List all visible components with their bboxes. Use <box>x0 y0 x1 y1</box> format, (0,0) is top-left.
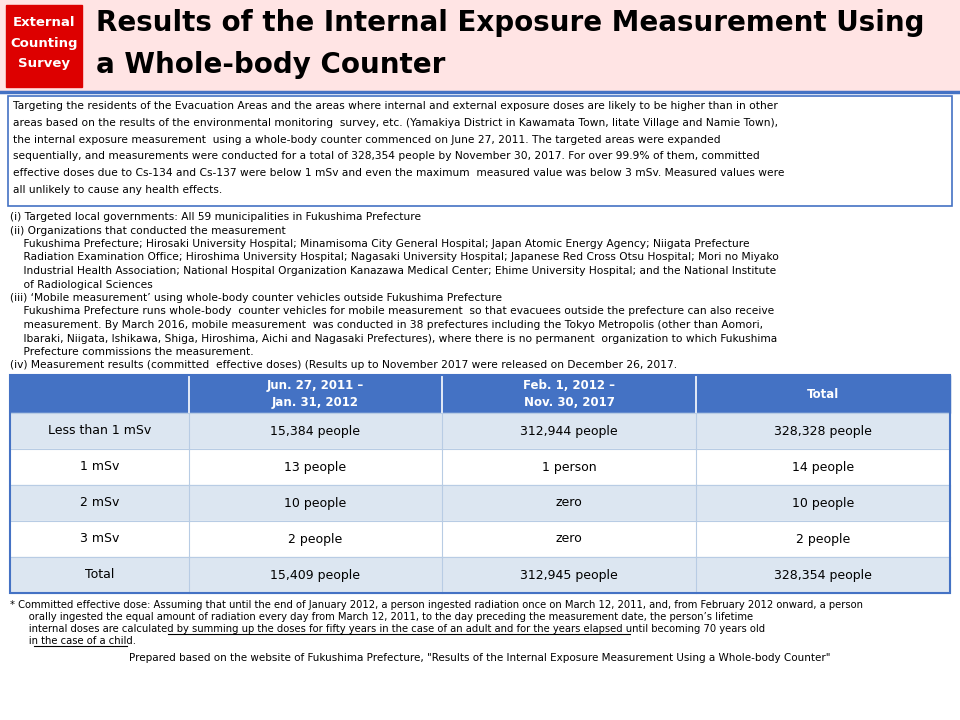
Bar <box>8 96 952 206</box>
Bar <box>0 0 960 92</box>
Text: 312,945 people: 312,945 people <box>520 569 618 582</box>
Text: 2 people: 2 people <box>796 533 851 546</box>
Text: all unlikely to cause any health effects.: all unlikely to cause any health effects… <box>13 185 223 195</box>
Text: 14 people: 14 people <box>792 461 854 474</box>
Text: of Radiological Sciences: of Radiological Sciences <box>10 279 153 289</box>
Text: Total: Total <box>807 387 839 400</box>
Text: (ii) Organizations that conducted the measurement: (ii) Organizations that conducted the me… <box>10 225 286 235</box>
Text: areas based on the results of the environmental monitoring  survey, etc. (Yamaki: areas based on the results of the enviro… <box>13 118 778 127</box>
Text: zero: zero <box>556 497 583 510</box>
Text: (iv) Measurement results (committed  effective doses) (Results up to November 20: (iv) Measurement results (committed effe… <box>10 361 677 371</box>
Bar <box>10 557 950 593</box>
Bar <box>10 449 950 485</box>
Text: Prepared based on the website of Fukushima Prefecture, "Results of the Internal : Prepared based on the website of Fukushi… <box>130 653 830 663</box>
Text: 2 mSv: 2 mSv <box>80 497 119 510</box>
Text: a Whole-body Counter: a Whole-body Counter <box>96 51 445 79</box>
Text: orally ingested the equal amount of radiation every day from March 12, 2011, to : orally ingested the equal amount of radi… <box>10 612 754 622</box>
Text: Targeting the residents of the Evacuation Areas and the areas where internal and: Targeting the residents of the Evacuatio… <box>13 101 778 111</box>
Text: Total: Total <box>84 569 114 582</box>
Text: Prefecture commissions the measurement.: Prefecture commissions the measurement. <box>10 347 253 357</box>
Text: Jun. 27, 2011 –
Jan. 31, 2012: Jun. 27, 2011 – Jan. 31, 2012 <box>267 379 364 409</box>
Text: External: External <box>12 16 75 29</box>
Text: Radiation Examination Office; Hiroshima University Hospital; Nagasaki University: Radiation Examination Office; Hiroshima … <box>10 253 779 263</box>
Text: measurement. By March 2016, mobile measurement  was conducted in 38 prefectures : measurement. By March 2016, mobile measu… <box>10 320 763 330</box>
Text: 10 people: 10 people <box>792 497 854 510</box>
Text: Fukushima Prefecture; Hirosaki University Hospital; Minamisoma City General Hosp: Fukushima Prefecture; Hirosaki Universit… <box>10 239 750 249</box>
Text: Results of the Internal Exposure Measurement Using: Results of the Internal Exposure Measure… <box>96 9 924 37</box>
Bar <box>10 521 950 557</box>
Text: 15,409 people: 15,409 people <box>271 569 361 582</box>
Text: in the case of a child.: in the case of a child. <box>10 636 136 646</box>
Bar <box>10 375 950 413</box>
Text: the internal exposure measurement  using a whole-body counter commenced on June : the internal exposure measurement using … <box>13 135 721 145</box>
Text: (i) Targeted local governments: All 59 municipalities in Fukushima Prefecture: (i) Targeted local governments: All 59 m… <box>10 212 421 222</box>
Text: 328,354 people: 328,354 people <box>774 569 872 582</box>
Text: 1 mSv: 1 mSv <box>80 461 119 474</box>
Bar <box>6 5 82 87</box>
Text: Feb. 1, 2012 –
Nov. 30, 2017: Feb. 1, 2012 – Nov. 30, 2017 <box>523 379 615 409</box>
Bar <box>10 413 950 449</box>
Text: Survey: Survey <box>18 58 70 71</box>
Bar <box>10 485 950 521</box>
Text: zero: zero <box>556 533 583 546</box>
Text: 3 mSv: 3 mSv <box>80 533 119 546</box>
Text: Less than 1 mSv: Less than 1 mSv <box>48 425 151 438</box>
Text: 1 person: 1 person <box>542 461 596 474</box>
Text: 15,384 people: 15,384 people <box>271 425 361 438</box>
Text: Counting: Counting <box>11 37 78 50</box>
Text: 328,328 people: 328,328 people <box>774 425 872 438</box>
Text: 312,944 people: 312,944 people <box>520 425 618 438</box>
Text: * Committed effective dose: Assuming that until the end of January 2012, a perso: * Committed effective dose: Assuming tha… <box>10 600 863 610</box>
Text: 13 people: 13 people <box>284 461 347 474</box>
Text: Industrial Health Association; National Hospital Organization Kanazawa Medical C: Industrial Health Association; National … <box>10 266 777 276</box>
Text: sequentially, and measurements were conducted for a total of 328,354 people by N: sequentially, and measurements were cond… <box>13 151 759 161</box>
Text: internal doses are calculated by summing up the doses for fifty years in the cas: internal doses are calculated by summing… <box>10 624 765 634</box>
Text: 10 people: 10 people <box>284 497 347 510</box>
Text: Fukushima Prefecture runs whole-body  counter vehicles for mobile measurement  s: Fukushima Prefecture runs whole-body cou… <box>10 307 775 317</box>
Bar <box>10 375 950 593</box>
Text: (iii) ‘Mobile measurement’ using whole-body counter vehicles outside Fukushima P: (iii) ‘Mobile measurement’ using whole-b… <box>10 293 502 303</box>
Text: 2 people: 2 people <box>288 533 343 546</box>
Text: effective doses due to Cs-134 and Cs-137 were below 1 mSv and even the maximum  : effective doses due to Cs-134 and Cs-137… <box>13 168 784 179</box>
Text: Ibaraki, Niigata, Ishikawa, Shiga, Hiroshima, Aichi and Nagasaki Prefectures), w: Ibaraki, Niigata, Ishikawa, Shiga, Hiros… <box>10 333 778 343</box>
